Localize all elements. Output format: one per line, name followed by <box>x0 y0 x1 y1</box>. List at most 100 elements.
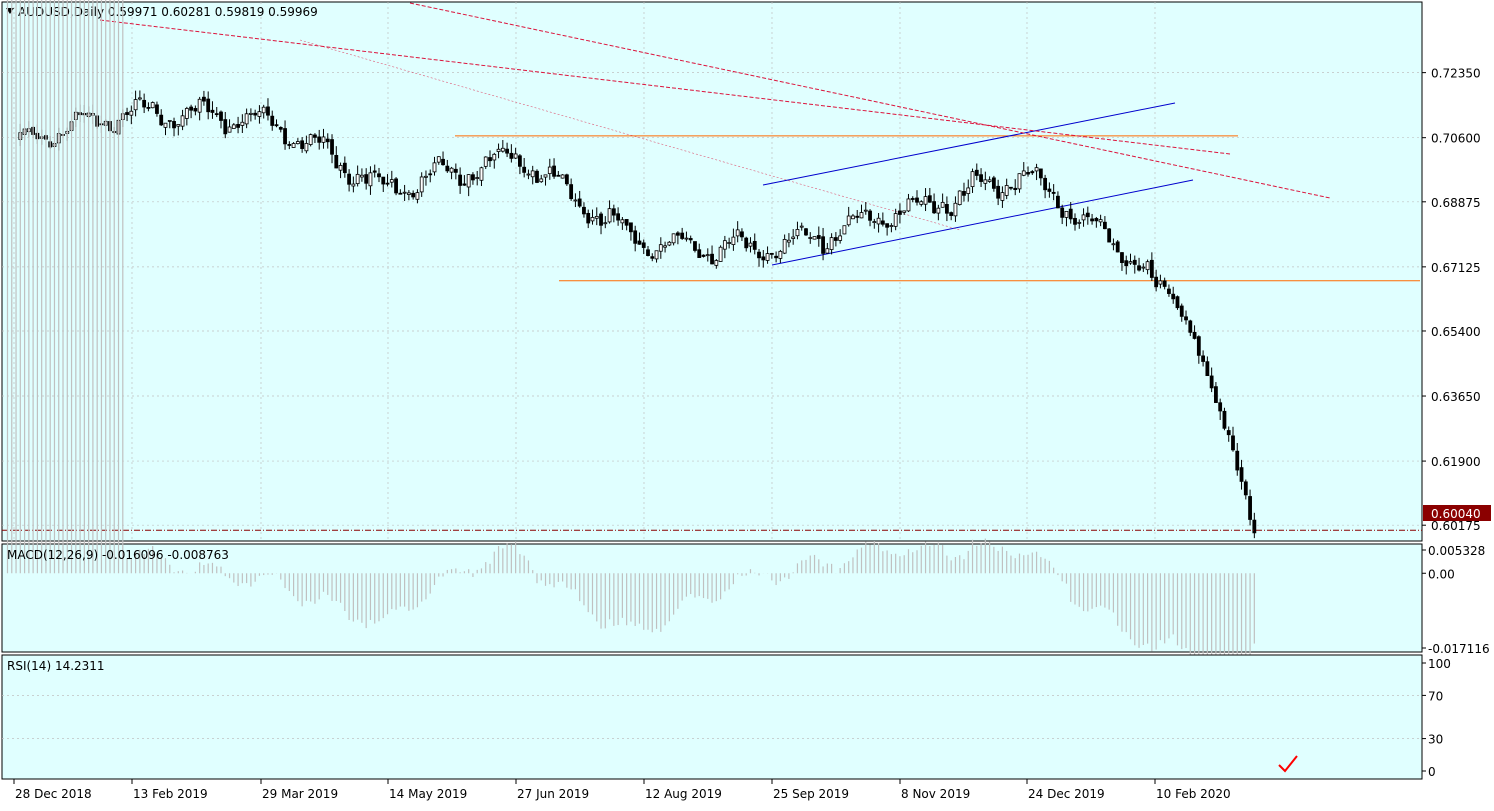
candle-bear <box>1171 293 1176 300</box>
candle-bull <box>787 239 791 243</box>
candle-bull <box>360 174 364 178</box>
candle-bear <box>266 106 270 116</box>
candle-bear <box>441 158 445 166</box>
candle-bear <box>855 215 860 218</box>
candle-bull <box>607 208 612 223</box>
candle-bull <box>859 212 864 219</box>
candle-bull <box>1017 173 1022 190</box>
candle-bear <box>159 114 164 126</box>
candle-bull <box>355 173 360 185</box>
candle-bull <box>475 177 480 179</box>
candle-bull <box>658 244 663 252</box>
candle-bull <box>812 236 817 240</box>
candle-bear <box>624 219 629 226</box>
candle-bull <box>872 221 877 223</box>
candle-bear <box>1137 265 1141 271</box>
candle-bear <box>342 162 347 174</box>
candle-bear <box>1154 276 1159 288</box>
candle-bear <box>505 148 509 154</box>
candle-bear <box>1179 305 1184 317</box>
candle-bull <box>150 102 155 109</box>
candle-bear <box>552 165 556 177</box>
candle-bear <box>202 96 206 102</box>
candle-bull <box>402 191 407 194</box>
channel-lower-line[interactable] <box>771 179 1194 266</box>
candle-bear <box>172 121 176 129</box>
candle-bear <box>1192 331 1197 339</box>
candle-bear <box>313 134 317 138</box>
rsi-tick-label: 30 <box>1428 733 1443 747</box>
candle-bull <box>244 113 249 125</box>
channel-upper-line[interactable] <box>762 102 1176 186</box>
trendline-long[interactable] <box>409 2 1331 199</box>
candle-bear <box>740 231 744 238</box>
candle-bear <box>219 111 223 121</box>
candle-bull <box>748 242 753 247</box>
candle-bull <box>936 207 941 214</box>
candle-bear <box>1056 195 1060 209</box>
candle-bear <box>979 174 983 182</box>
candle-bear <box>898 210 902 215</box>
candle-bear <box>334 154 339 169</box>
candle-bull <box>304 143 309 152</box>
candle-bear <box>616 213 621 221</box>
candle-bear <box>1047 188 1052 192</box>
candle-bull <box>1064 210 1069 218</box>
price-tick-label: 0.72350 <box>1431 67 1481 81</box>
candle-bull <box>731 236 736 245</box>
candle-bear <box>1094 218 1099 222</box>
candle-bear <box>411 192 416 198</box>
candle-bull <box>547 166 552 175</box>
candle-bull <box>842 225 847 235</box>
candle-bull <box>940 201 945 208</box>
candle-bull <box>436 156 441 163</box>
candle-bull <box>449 167 454 173</box>
time-tick-label: 14 May 2019 <box>389 787 467 801</box>
candle-bull <box>851 215 855 220</box>
candle-bear <box>582 206 586 215</box>
candle-bull <box>560 174 565 179</box>
candle-bull <box>163 122 168 128</box>
candle-bull <box>248 112 253 115</box>
candle-bear <box>1115 241 1120 253</box>
candle-bear <box>509 152 514 159</box>
time-tick-label: 29 Mar 2019 <box>262 787 338 801</box>
price-tick-label: 0.67125 <box>1431 261 1481 275</box>
candle-bear <box>325 138 330 143</box>
candle-bull <box>782 239 787 254</box>
candle-bull <box>496 148 501 152</box>
candle-bear <box>214 113 219 116</box>
time-axis: 28 Dec 2018 13 Feb 2019 29 Mar 2019 14 May … <box>13 779 1231 801</box>
candle-bull <box>432 162 437 173</box>
candle-bull <box>1081 214 1086 221</box>
candle-bear <box>270 115 275 126</box>
candle-bear <box>880 220 885 225</box>
price-annotations <box>99 2 1420 282</box>
candle-bear <box>577 198 582 207</box>
candle-bull <box>197 98 202 113</box>
candle-bear <box>650 256 655 259</box>
candle-bear <box>915 197 919 203</box>
candle-bull <box>838 235 843 241</box>
candle-bear <box>1009 186 1013 189</box>
candle-bear <box>428 173 433 176</box>
time-tick-label: 25 Sep 2019 <box>773 787 849 801</box>
candle-bear <box>1175 296 1180 309</box>
candle-bull <box>492 153 497 161</box>
price-tick-label: 0.70600 <box>1431 132 1481 146</box>
current-price-box <box>1423 505 1491 521</box>
candle-bull <box>983 179 988 184</box>
trendline-mid[interactable] <box>99 19 1231 155</box>
time-tick-label: 28 Dec 2018 <box>15 787 92 801</box>
candle-bear <box>1090 218 1094 222</box>
candle-bull <box>1098 219 1103 223</box>
candle-bull <box>176 124 181 127</box>
macd-panel: MACD(12,26,9) -0.016096 -0.008763 0.0053… <box>2 0 1490 773</box>
trendline-short[interactable] <box>299 39 961 231</box>
candle-bull <box>338 165 343 171</box>
candle-bear <box>701 254 706 257</box>
candle-bull <box>718 246 723 262</box>
candle-bull <box>180 115 185 127</box>
candle-bull <box>1145 261 1150 271</box>
